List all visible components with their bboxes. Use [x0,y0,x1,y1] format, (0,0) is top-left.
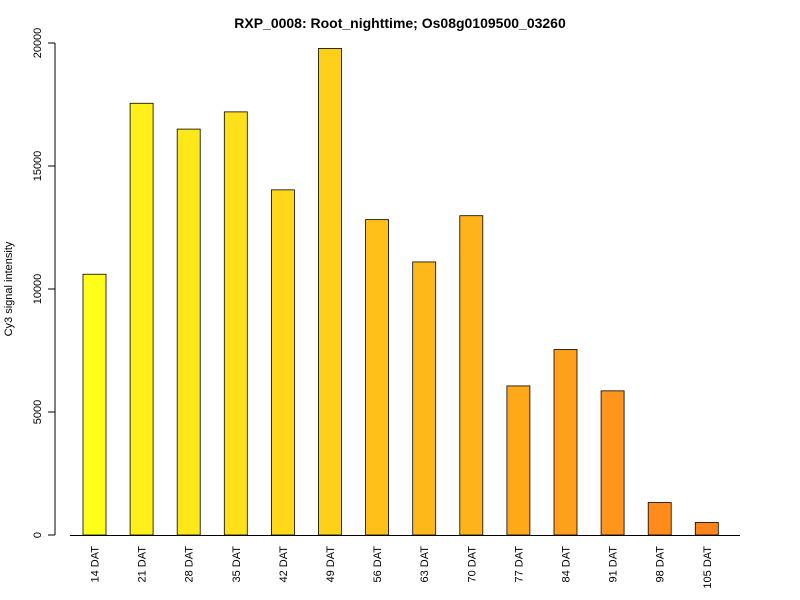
bar [412,261,437,536]
bar [270,189,295,536]
y-tick-label: 10000 [32,274,44,305]
x-tick-label: 70 DAT [466,546,478,583]
y-tick-label: 20000 [32,28,44,59]
x-tick-label: 42 DAT [278,546,290,583]
bar [600,390,625,536]
bar [506,385,531,536]
bar [553,349,578,536]
x-tick-label: 91 DAT [608,546,620,583]
x-tick-label: 35 DAT [231,546,243,583]
bar [459,215,484,536]
bar [223,111,248,536]
bar [365,219,390,536]
x-tick-label: 14 DAT [90,546,102,583]
x-tick-label: 28 DAT [184,546,196,583]
chart-title: RXP_0008: Root_nighttime; Os08g0109500_0… [234,15,566,31]
y-tick-label: 15000 [32,151,44,182]
x-tick-label: 21 DAT [137,546,149,583]
y-axis: 0 5000 10000 15000 20000 [32,28,56,538]
x-tick-label: 49 DAT [325,546,337,583]
bar [647,502,672,536]
y-tick-label: 0 [32,532,44,538]
x-tick-label: 84 DAT [561,546,573,583]
bar [129,102,154,536]
x-tick-label: 63 DAT [419,546,431,583]
bar [694,522,719,536]
bars-group [82,48,719,536]
x-tick-label: 56 DAT [372,546,384,583]
y-axis-label: Cy3 signal intensity [3,241,15,336]
bar [318,48,342,536]
x-tick-label: 77 DAT [513,546,525,583]
bar [82,273,107,536]
x-tick-label: 98 DAT [655,546,667,583]
y-tick-label: 5000 [32,400,44,424]
bar [176,128,201,536]
x-tick-label: 105 DAT [702,546,714,589]
x-tick-labels: 14 DAT 21 DAT 28 DAT 35 DAT 42 DAT 49 DAT 56 D… [90,546,714,589]
